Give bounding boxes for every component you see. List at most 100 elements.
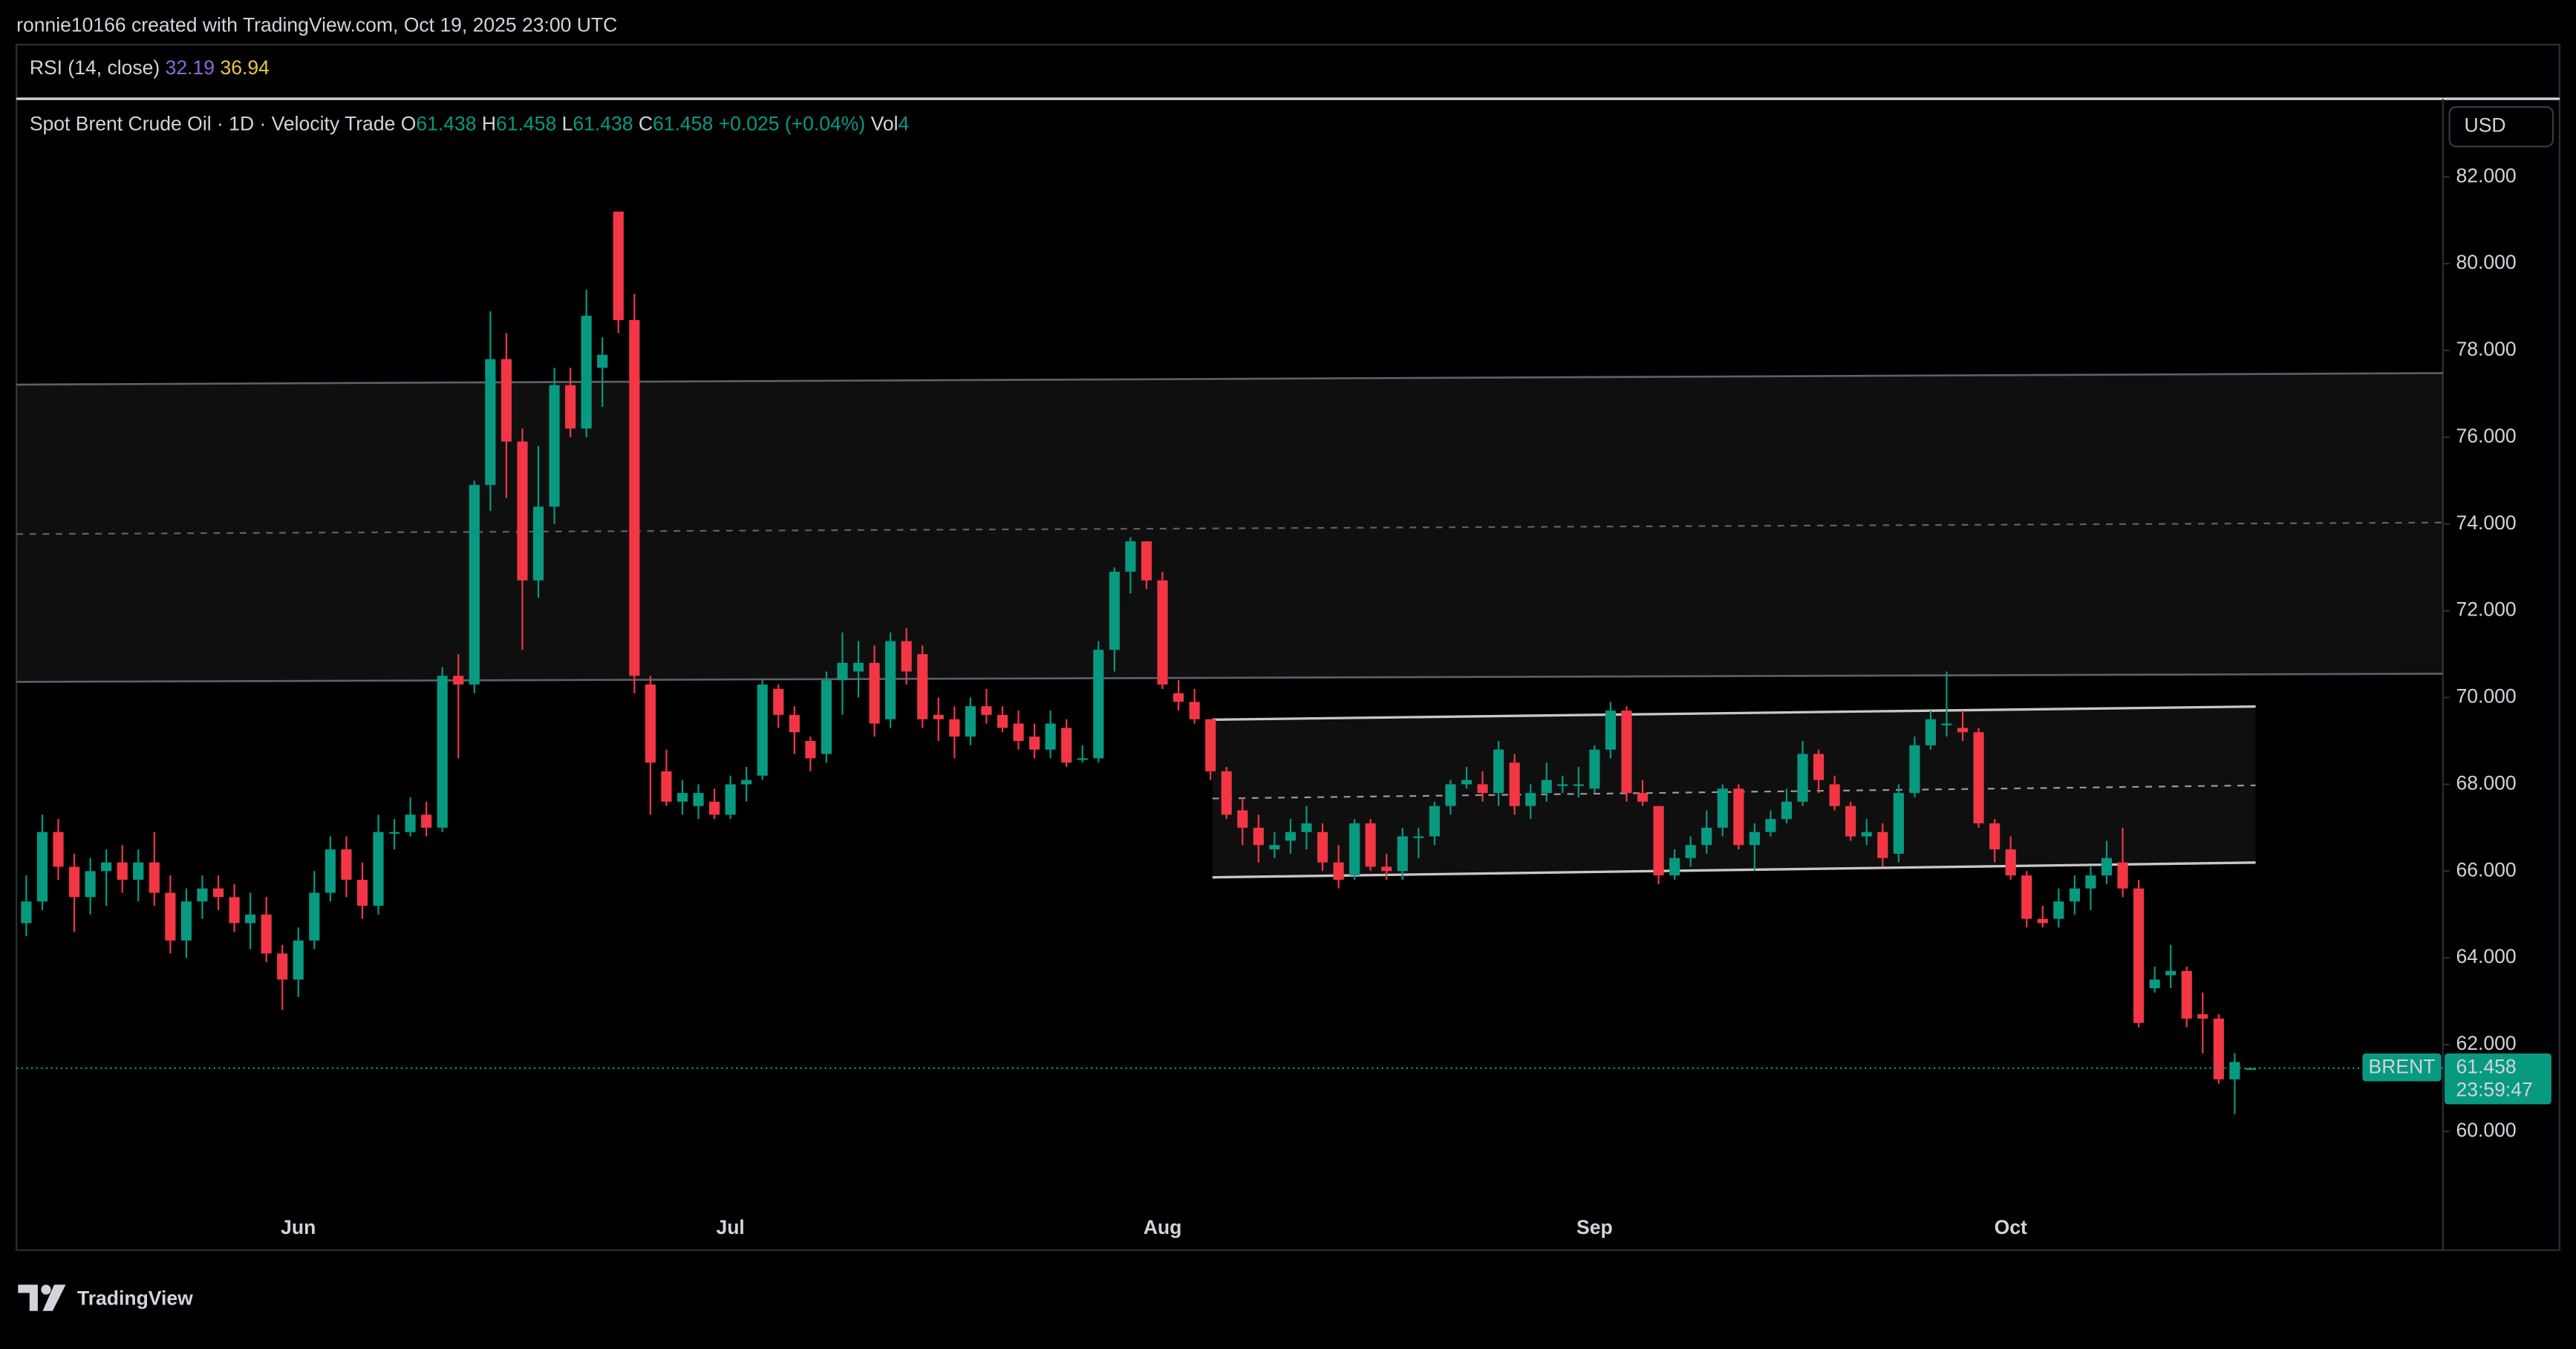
candle-body: [1093, 650, 1104, 759]
candle-body: [1765, 819, 1776, 832]
candle-body: [2085, 875, 2096, 889]
candle-body: [101, 862, 112, 872]
rsi-legend: RSI (14, close) 32.19 36.94: [30, 56, 270, 79]
legend-title: Spot Brent Crude Oil · 1D · Velocity Tra…: [30, 112, 396, 134]
candle-body: [949, 719, 960, 737]
candle-body: [981, 706, 992, 715]
candle-body: [1749, 832, 1760, 846]
candle-body: [212, 888, 224, 898]
candle-body: [676, 793, 688, 802]
candle-body: [821, 680, 832, 754]
candle-body: [1317, 832, 1328, 863]
candle-body: [1413, 836, 1424, 838]
candle-body: [197, 888, 208, 902]
y-tick-label: 82.000: [2456, 164, 2516, 186]
candle-body: [1941, 723, 1952, 725]
candle-body: [1717, 788, 1728, 828]
candle-body: [565, 385, 576, 429]
candle-body: [1189, 702, 1200, 719]
symbol-tag-bg: [2362, 1053, 2442, 1082]
y-tick-label: 68.000: [2456, 771, 2516, 794]
y-tick-label: 66.000: [2456, 858, 2516, 881]
candle-body: [1381, 866, 1392, 872]
candle-body: [1813, 754, 1825, 780]
candle-body: [1109, 572, 1120, 650]
candle-body: [517, 441, 528, 581]
candle-body: [1493, 749, 1504, 794]
y-tick-label: 70.000: [2456, 685, 2516, 708]
candle-body: [741, 780, 752, 785]
candle-body: [341, 849, 352, 880]
candle-body: [852, 662, 864, 672]
series-legend: Spot Brent Crude Oil · 1D · Velocity Tra…: [30, 112, 909, 134]
currency-button[interactable]: [2448, 106, 2554, 148]
candle-body: [1077, 758, 1088, 760]
candle-body: [1429, 806, 1440, 837]
candle-body: [1013, 723, 1024, 741]
candle-body: [1269, 845, 1280, 850]
x-tick-label: Oct: [1995, 1216, 2027, 1238]
candle-body: [2213, 1018, 2224, 1079]
candle-body: [2101, 858, 2113, 876]
candle-body: [709, 801, 720, 815]
candle-body: [1237, 810, 1248, 828]
candle-body: [1797, 754, 1808, 802]
candle-body: [1589, 749, 1600, 789]
candle-body: [1157, 580, 1168, 685]
ohlc-value: 61.438: [416, 112, 476, 134]
candle-body: [309, 892, 320, 941]
candle-body: [36, 832, 48, 902]
candle-body: [133, 862, 144, 880]
candle-body: [885, 641, 896, 719]
candle-body: [2149, 979, 2160, 989]
marks: 60.000 62.000 64.000 66.000 68.000 70.000 72.0…: [16, 164, 2551, 1238]
candle-body: [2165, 970, 2176, 976]
candle-body: [293, 940, 304, 980]
y-tick-label: 74.000: [2456, 512, 2516, 534]
currency[interactable]: USD: [2465, 114, 2506, 137]
candle-body: [485, 359, 496, 486]
candle-body: [421, 814, 432, 828]
zone-line: [16, 372, 2443, 386]
candle-body: [805, 740, 816, 759]
candle-body: [532, 506, 544, 581]
candle-body: [1397, 836, 1408, 872]
candle-body: [1989, 823, 2001, 850]
candle-body: [1333, 862, 1344, 880]
rsi-label: RSI (14, close): [30, 56, 160, 79]
x-tick-label: Sep: [1576, 1216, 1613, 1238]
countdown: 23:59:47: [2456, 1079, 2532, 1101]
candle-body: [2021, 875, 2032, 919]
candle-body: [1461, 780, 1473, 785]
candle-body: [901, 641, 912, 672]
candle-body: [1653, 806, 1664, 876]
candle-body: [1605, 711, 1617, 750]
volume-value: 4: [899, 112, 910, 134]
y-tick-label: 72.000: [2456, 598, 2516, 621]
candle-body: [645, 685, 656, 763]
candle-body: [180, 901, 192, 941]
symbol-tag: BRENT: [2369, 1056, 2436, 1078]
candle-body: [1909, 745, 1920, 794]
brand-logo: [18, 1284, 66, 1311]
candle-body: [549, 385, 560, 507]
candle-body: [1365, 823, 1376, 867]
candle-body: [1221, 771, 1232, 815]
ohlc-value: 61.458: [496, 112, 556, 134]
candle-body: [85, 871, 96, 898]
candle-body: [693, 793, 704, 806]
candle-body: [437, 676, 448, 828]
candle-body: [117, 862, 128, 880]
candle-body: [1573, 784, 1584, 786]
ohlc-value: 61.458: [653, 112, 713, 134]
ohlc-value: 61.438: [573, 112, 633, 134]
y-tick-label: 62.000: [2456, 1032, 2516, 1054]
candle-body: [1541, 780, 1552, 794]
candle-body: [1637, 793, 1649, 802]
candle-body: [1349, 823, 1360, 876]
brand-name: TradingView: [77, 1287, 193, 1309]
ohlc-letter: H: [482, 112, 496, 134]
candle-body: [581, 316, 592, 429]
candle-body: [2133, 888, 2145, 1023]
